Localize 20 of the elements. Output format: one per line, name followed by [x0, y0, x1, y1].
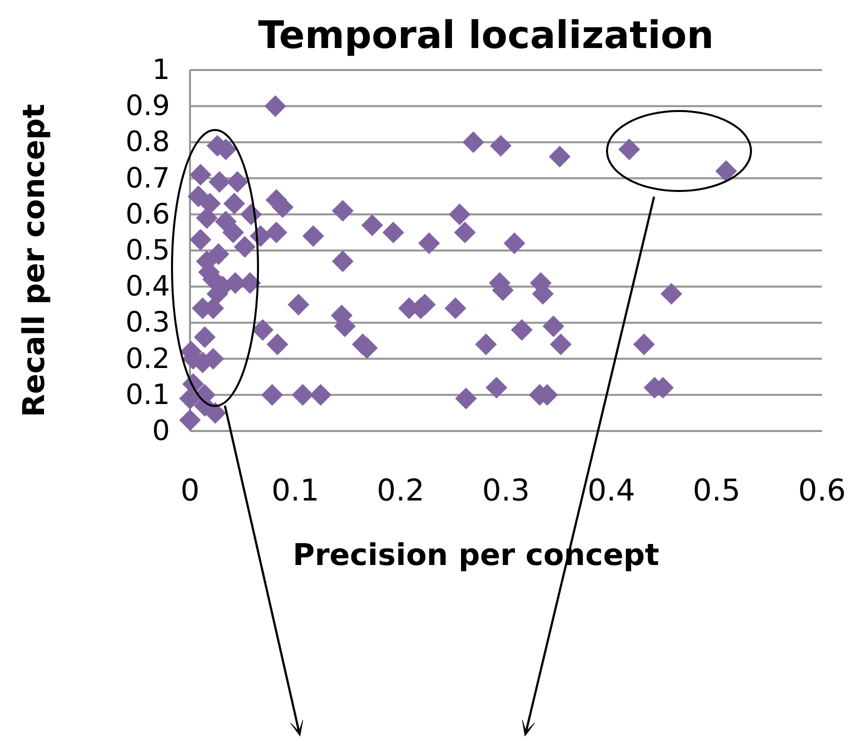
y-axis-title: Recall per concept [17, 104, 52, 418]
y-tick-label: 0.7 [125, 161, 170, 194]
y-tick-label: 0.4 [125, 270, 170, 303]
chart-title: Temporal localization [258, 13, 714, 57]
x-tick-label: 0 [180, 473, 200, 508]
x-tick-label: 0.3 [482, 473, 530, 508]
y-tick-label: 0.5 [125, 233, 170, 266]
x-tick-label: 0.4 [587, 473, 636, 508]
y-tick-label: 0.6 [125, 197, 170, 230]
y-tick-label: 0 [152, 414, 170, 447]
x-tick-label: 0.2 [376, 473, 425, 508]
x-tick-label: 0.6 [798, 473, 846, 508]
y-tick-label: 0.1 [125, 378, 170, 411]
x-tick-label: 0.1 [271, 473, 320, 508]
y-tick-label: 0.2 [125, 342, 170, 375]
x-tick-label: 0.5 [692, 473, 741, 508]
y-tick-label: 0.9 [125, 89, 170, 122]
y-tick-label: 1 [152, 52, 170, 86]
y-tick-label: 0.8 [125, 125, 170, 158]
y-tick-label: 0.3 [125, 306, 170, 339]
